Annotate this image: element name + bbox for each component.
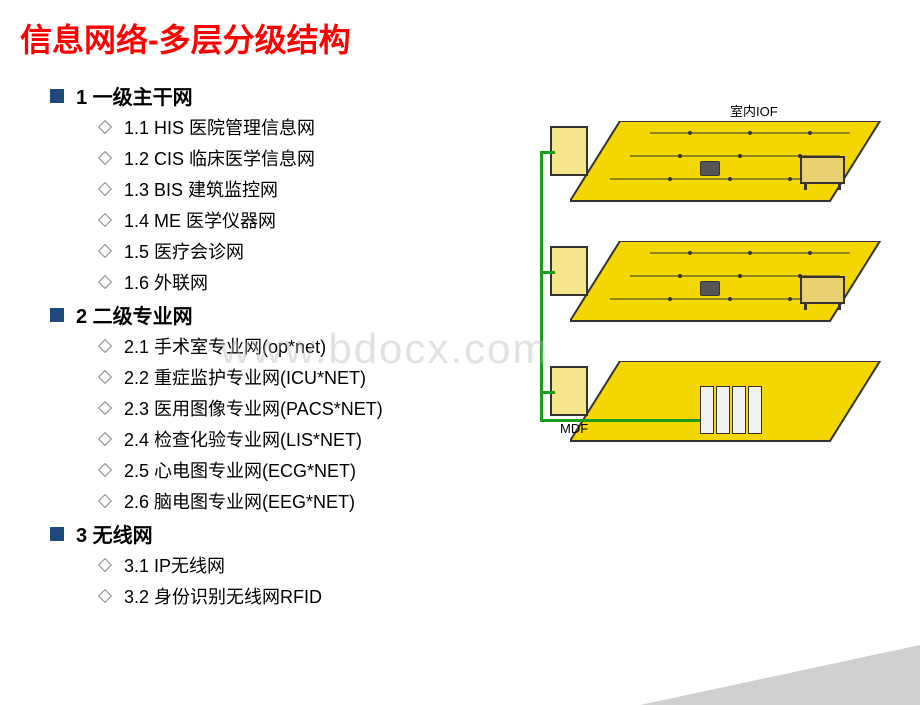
item-text: 2.1 手术室专业网(op*net) bbox=[124, 333, 326, 359]
network-diagram: 室内IOF bbox=[480, 101, 900, 614]
section-header: 3 无线网 bbox=[50, 519, 480, 548]
cabinet-floor3 bbox=[550, 366, 590, 421]
diamond-bullet-icon bbox=[98, 494, 112, 508]
list-item: 2.6 脑电图专业网(EEG*NET) bbox=[100, 488, 480, 514]
diamond-bullet-icon bbox=[98, 370, 112, 384]
section-title: 2 二级专业网 bbox=[76, 300, 193, 329]
diagram-label-mdf: MDF bbox=[560, 421, 588, 436]
page-title: 信息网络-多层分级结构 bbox=[20, 15, 920, 61]
cable-to-mdf bbox=[540, 419, 700, 422]
list-item: 3.2 身份识别无线网RFID bbox=[100, 583, 480, 609]
section-title: 3 无线网 bbox=[76, 519, 153, 548]
square-bullet-icon bbox=[50, 89, 64, 103]
section-items: 1.1 HIS 医院管理信息网 1.2 CIS 临床医学信息网 1.3 BIS 建筑… bbox=[100, 114, 480, 295]
section-header: 2 二级专业网 bbox=[50, 300, 480, 329]
item-text: 1.4 ME 医学仪器网 bbox=[124, 207, 276, 233]
content-area: 1 一级主干网 1.1 HIS 医院管理信息网 1.2 CIS 临床医学信息网 1.3… bbox=[0, 81, 920, 614]
item-text: 1.5 医疗会诊网 bbox=[124, 238, 244, 264]
diamond-bullet-icon bbox=[98, 463, 112, 477]
diamond-bullet-icon bbox=[98, 151, 112, 165]
cable-h1 bbox=[540, 151, 555, 154]
list-item: 2.3 医用图像专业网(PACS*NET) bbox=[100, 395, 480, 421]
list-item: 1.1 HIS 医院管理信息网 bbox=[100, 114, 480, 140]
list-item: 2.2 重症监护专业网(ICU*NET) bbox=[100, 364, 480, 390]
diamond-bullet-icon bbox=[98, 558, 112, 572]
list-item: 1.3 BIS 建筑监控网 bbox=[100, 176, 480, 202]
square-bullet-icon bbox=[50, 308, 64, 322]
item-text: 1.2 CIS 临床医学信息网 bbox=[124, 145, 315, 171]
list-item: 3.1 IP无线网 bbox=[100, 552, 480, 578]
cabinet-floor2 bbox=[550, 246, 590, 301]
outline-section: 2 二级专业网 2.1 手术室专业网(op*net) 2.2 重症监护专业网(ICU… bbox=[20, 300, 480, 514]
list-item: 1.6 外联网 bbox=[100, 269, 480, 295]
cable-vertical-left bbox=[540, 151, 543, 421]
item-text: 2.5 心电图专业网(ECG*NET) bbox=[124, 457, 356, 483]
diamond-bullet-icon bbox=[98, 432, 112, 446]
diamond-bullet-icon bbox=[98, 213, 112, 227]
cable-h3 bbox=[540, 391, 555, 394]
list-item: 1.4 ME 医学仪器网 bbox=[100, 207, 480, 233]
outline-section: 3 无线网 3.1 IP无线网 3.2 身份识别无线网RFID bbox=[20, 519, 480, 609]
cable-h2 bbox=[540, 271, 555, 274]
diamond-bullet-icon bbox=[98, 120, 112, 134]
square-bullet-icon bbox=[50, 527, 64, 541]
outline-section: 1 一级主干网 1.1 HIS 医院管理信息网 1.2 CIS 临床医学信息网 1.3… bbox=[20, 81, 480, 295]
outline-list: 1 一级主干网 1.1 HIS 医院管理信息网 1.2 CIS 临床医学信息网 1.3… bbox=[20, 81, 480, 614]
section-header: 1 一级主干网 bbox=[50, 81, 480, 110]
item-text: 1.1 HIS 医院管理信息网 bbox=[124, 114, 315, 140]
list-item: 1.5 医疗会诊网 bbox=[100, 238, 480, 264]
item-text: 1.3 BIS 建筑监控网 bbox=[124, 176, 278, 202]
desk-floor1 bbox=[800, 156, 850, 191]
diamond-bullet-icon bbox=[98, 589, 112, 603]
section-items: 2.1 手术室专业网(op*net) 2.2 重症监护专业网(ICU*NET) 2.… bbox=[100, 333, 480, 514]
list-item: 2.5 心电图专业网(ECG*NET) bbox=[100, 457, 480, 483]
monitor-floor2 bbox=[700, 281, 720, 296]
list-item: 2.1 手术室专业网(op*net) bbox=[100, 333, 480, 359]
item-text: 1.6 外联网 bbox=[124, 269, 208, 295]
diamond-bullet-icon bbox=[98, 401, 112, 415]
diamond-bullet-icon bbox=[98, 339, 112, 353]
monitor-floor1 bbox=[700, 161, 720, 176]
desk-floor2 bbox=[800, 276, 850, 311]
list-item: 2.4 检查化验专业网(LIS*NET) bbox=[100, 426, 480, 452]
diamond-bullet-icon bbox=[98, 244, 112, 258]
item-text: 3.1 IP无线网 bbox=[124, 552, 225, 578]
list-item: 1.2 CIS 临床医学信息网 bbox=[100, 145, 480, 171]
item-text: 2.6 脑电图专业网(EEG*NET) bbox=[124, 488, 355, 514]
item-text: 2.3 医用图像专业网(PACS*NET) bbox=[124, 395, 383, 421]
section-title: 1 一级主干网 bbox=[76, 81, 193, 110]
item-text: 2.2 重症监护专业网(ICU*NET) bbox=[124, 364, 366, 390]
server-rack bbox=[700, 386, 770, 436]
corner-decoration bbox=[640, 645, 920, 705]
diamond-bullet-icon bbox=[98, 275, 112, 289]
diagram-label-iof: 室内IOF bbox=[730, 101, 778, 120]
cabinet-floor1 bbox=[550, 126, 590, 181]
item-text: 2.4 检查化验专业网(LIS*NET) bbox=[124, 426, 362, 452]
diamond-bullet-icon bbox=[98, 182, 112, 196]
item-text: 3.2 身份识别无线网RFID bbox=[124, 583, 322, 609]
section-items: 3.1 IP无线网 3.2 身份识别无线网RFID bbox=[100, 552, 480, 609]
